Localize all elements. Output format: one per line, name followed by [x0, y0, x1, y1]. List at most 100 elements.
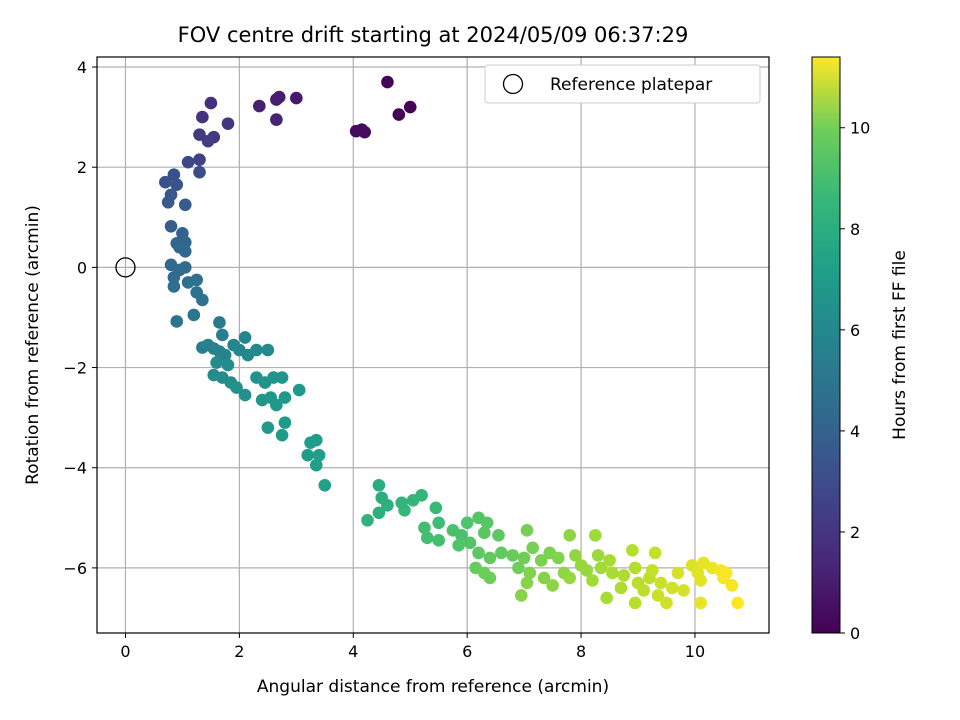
data-point	[301, 448, 315, 462]
data-point	[164, 219, 178, 233]
data-point	[603, 554, 616, 567]
data-point	[600, 591, 613, 605]
data-point	[463, 536, 477, 550]
data-point	[429, 501, 443, 515]
data-point	[278, 391, 292, 404]
data-point	[580, 564, 594, 577]
y-tick-label: −2	[63, 359, 87, 378]
data-point	[372, 506, 386, 520]
data-point	[651, 589, 665, 602]
x-axis-label: Angular distance from reference (arcmin)	[257, 677, 609, 697]
legend: Reference platepar	[484, 64, 761, 104]
x-tick-label: 2	[234, 642, 244, 661]
data-point	[261, 343, 275, 357]
data-point	[694, 596, 707, 610]
data-point	[221, 117, 235, 130]
data-point	[178, 198, 192, 212]
data-point	[309, 458, 323, 472]
data-point	[483, 571, 497, 585]
data-point	[187, 308, 201, 322]
data-point	[167, 168, 181, 182]
data-point	[210, 356, 223, 369]
data-point	[432, 534, 445, 547]
data-point	[637, 584, 651, 597]
data-point	[275, 428, 289, 442]
data-point	[660, 596, 673, 610]
data-point	[526, 541, 539, 555]
data-point	[460, 516, 474, 530]
data-point	[215, 328, 229, 342]
data-point	[452, 539, 465, 552]
data-point	[432, 516, 445, 530]
data-point	[546, 579, 559, 592]
data-point	[204, 96, 218, 110]
data-point	[238, 388, 252, 402]
data-point	[270, 93, 283, 106]
data-point	[230, 381, 243, 394]
data-point	[213, 316, 226, 329]
data-point	[392, 108, 406, 121]
data-point	[361, 514, 374, 527]
data-point	[731, 596, 744, 610]
data-point	[472, 546, 485, 560]
data-point	[312, 448, 326, 462]
data-point	[551, 551, 565, 565]
y-axis-ticks: −6 −4 −2 0 2 4	[63, 58, 97, 578]
reference-platepar-marker	[115, 257, 136, 278]
data-point	[477, 526, 491, 540]
data-point	[648, 546, 662, 560]
data-point	[517, 551, 531, 565]
data-point	[617, 569, 631, 582]
data-point	[591, 549, 605, 562]
colorbar: 0 2 4 6 8 10 Hours from first FF file	[811, 56, 910, 643]
data-point	[270, 113, 283, 126]
y-axis-label: Rotation from reference (arcmin)	[23, 205, 43, 485]
x-tick-label: 0	[120, 642, 130, 661]
scatter-points	[115, 75, 744, 610]
colorbar-gradient	[811, 56, 841, 634]
y-tick-label: −4	[63, 459, 87, 478]
data-point	[537, 571, 551, 585]
legend-label: Reference platepar	[550, 75, 712, 95]
data-point	[694, 574, 707, 587]
data-point	[181, 155, 195, 169]
y-tick-label: −6	[63, 559, 87, 578]
data-point	[250, 343, 263, 357]
data-point	[167, 280, 181, 293]
colorbar-tick-label: 2	[850, 523, 860, 542]
colorbar-tick-label: 10	[850, 119, 870, 138]
colorbar-tick-label: 0	[850, 624, 860, 643]
data-point	[455, 529, 468, 542]
data-point	[563, 529, 576, 542]
data-point	[167, 271, 181, 284]
data-point	[563, 571, 576, 585]
data-point	[418, 521, 431, 535]
data-point	[589, 529, 602, 542]
data-point	[381, 498, 394, 512]
data-point	[677, 584, 690, 597]
data-point	[523, 566, 537, 580]
y-tick-label: 0	[77, 258, 87, 277]
data-point	[275, 371, 289, 384]
data-point	[238, 331, 252, 344]
data-point	[190, 273, 203, 287]
x-axis-ticks: 0 2 4 6 8 10	[120, 633, 705, 661]
colorbar-tick-label: 8	[850, 220, 860, 239]
data-point	[221, 358, 235, 372]
data-point	[626, 544, 639, 557]
data-point	[415, 488, 428, 502]
data-point	[170, 315, 184, 328]
data-point	[218, 348, 232, 362]
plot-frame	[96, 56, 770, 634]
data-point	[606, 566, 619, 580]
data-point	[381, 75, 394, 89]
data-point	[654, 576, 668, 590]
colorbar-ticks: 0 2 4 6 8 10	[840, 119, 870, 643]
data-point	[645, 564, 659, 577]
data-point	[495, 546, 508, 560]
data-point	[201, 134, 215, 148]
data-point	[594, 561, 608, 575]
data-point	[614, 581, 628, 595]
data-point	[665, 581, 679, 595]
